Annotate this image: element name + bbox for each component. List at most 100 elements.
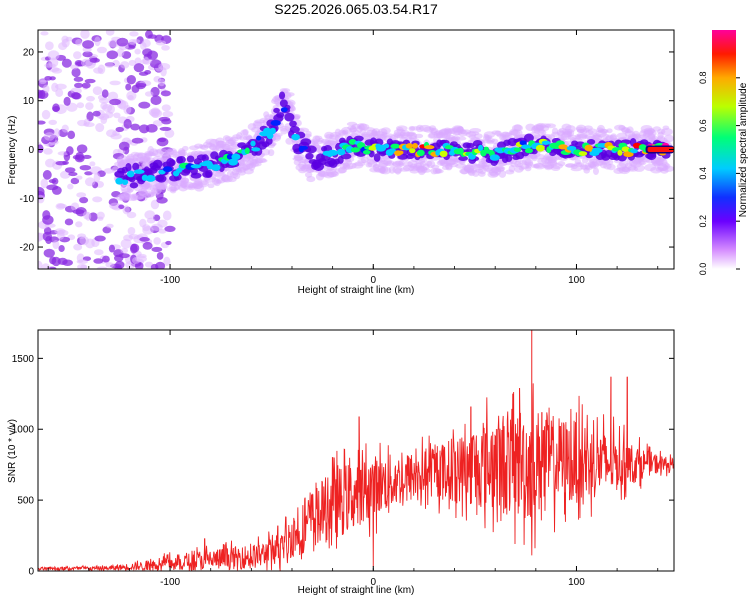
spectrogram-noise-blob: [73, 51, 82, 60]
spectrogram-noise-blob: [162, 111, 174, 118]
spectrogram-ridge: [265, 137, 273, 145]
spectrogram-noise-blob: [89, 161, 96, 167]
spectrogram-noise-blob: [83, 122, 95, 128]
spectrogram-noise-blob: [76, 144, 88, 154]
spectrogram-noise-blob: [76, 259, 88, 265]
spectrogram-noise-blob: [43, 226, 52, 235]
spectrogram-noise-blob: [95, 123, 105, 133]
spectrogram-noise-blob: [133, 63, 145, 73]
colorbar-tick-label: 0.2: [698, 215, 708, 228]
spectrogram-noise-blob: [59, 170, 71, 179]
spectrogram-noise-blob: [40, 178, 49, 189]
spectrogram-core: [158, 169, 166, 175]
spectrogram-core: [266, 132, 274, 140]
colorbar-tick-label: 0.4: [698, 167, 708, 180]
spectrogram-ridge: [273, 107, 280, 114]
spectrogram-core: [409, 148, 416, 154]
spectrogram-noise-blob: [127, 227, 136, 236]
spectrogram-noise-blob: [74, 82, 83, 89]
figure-title: S225.2026.065.03.54.R17: [274, 1, 438, 17]
spectrogram-halo: [587, 128, 598, 135]
y-tick-label: 1500: [12, 354, 35, 365]
spectrogram-core: [478, 144, 484, 152]
spectrogram-noise-blob: [80, 30, 90, 39]
spectrogram-noise-blob: [42, 215, 54, 225]
spectrogram-noise-blob: [56, 229, 65, 240]
spectrogram-halo: [592, 167, 599, 176]
spectrogram-core: [439, 150, 448, 157]
spectrogram-core: [621, 146, 630, 153]
spectrogram-halo: [469, 127, 482, 133]
spectrogram-noise-blob: [75, 221, 83, 228]
spectrogram-noise-blob: [84, 177, 96, 187]
spectrogram-noise-blob: [38, 260, 43, 269]
spectrogram-ridge: [278, 91, 286, 100]
spectrogram-ridge: [177, 155, 186, 164]
spectrogram-noise-blob: [38, 89, 43, 99]
x-tick-label: -100: [160, 275, 180, 286]
spectrogram-core: [617, 149, 623, 156]
x-tick-label: 0: [370, 275, 376, 286]
spectrogram-noise-blob: [101, 89, 109, 98]
spectrogram-core: [291, 133, 300, 141]
spectrogram-noise-blob: [123, 104, 132, 115]
spectrogram-noise-blob: [120, 238, 132, 249]
spectrogram-noise-blob: [126, 90, 137, 101]
spectrogram-noise-blob: [84, 78, 96, 84]
spectrogram-noise-blob: [57, 151, 69, 156]
spectrogram-ridge: [201, 154, 209, 163]
spectrogram-noise-blob: [153, 237, 161, 245]
spectrogram-noise-blob: [157, 219, 168, 228]
spectrogram-noise-blob: [105, 262, 115, 268]
spectrogram-noise-blob: [51, 177, 59, 185]
spectrogram-noise-blob: [48, 57, 59, 68]
spectrogram-ridge: [276, 112, 285, 118]
spectrogram-noise-blob: [145, 123, 158, 133]
spectrogram-noise-blob: [114, 265, 123, 269]
spectrogram-noise-blob: [41, 109, 51, 120]
spectrogram-core: [327, 149, 338, 156]
spectrogram-noise-blob: [52, 239, 60, 250]
spectrogram-noise-blob: [142, 225, 154, 235]
spectrogram-noise-blob: [75, 38, 83, 46]
spectrogram-noise-blob: [114, 254, 124, 262]
spectrogram-halo: [380, 127, 391, 134]
spectrogram-noise-blob: [79, 165, 92, 171]
spectrogram-noise-blob: [157, 137, 167, 143]
spectrogram-noise-blob: [109, 80, 121, 86]
spectrogram-halo: [267, 149, 275, 157]
spectrogram-core: [280, 107, 288, 113]
spectrogram-noise-blob: [135, 255, 147, 263]
spectrogram-noise-blob: [94, 36, 101, 47]
spectrogram-ridge: [458, 155, 468, 161]
spectrogram-ridge: [289, 126, 300, 134]
spectrogram-halo: [150, 191, 159, 196]
spectrogram-noise-blob: [53, 128, 61, 138]
spectrogram-halo: [454, 136, 467, 141]
spectrogram-ridge: [523, 133, 534, 143]
spectrogram-halo: [254, 157, 267, 163]
spectrogram-noise-blob: [96, 266, 108, 269]
spectrogram-halo: [524, 158, 534, 167]
spectrogram-core: [513, 147, 522, 152]
spectrogram-noise-blob: [72, 209, 85, 215]
spectrogram-noise-blob: [108, 244, 116, 253]
spectrogram-noise-blob: [81, 82, 91, 89]
spectrogram-noise-blob: [61, 124, 69, 133]
spectrogram-noise-blob: [70, 177, 80, 185]
snr-ylabel: SNR (10 * v/v): [7, 419, 18, 483]
spectrogram-noise-blob: [38, 144, 44, 154]
spectrogram-ridge: [466, 142, 475, 149]
spectrogram-noise-blob: [130, 123, 141, 131]
y-tick-label: 500: [17, 496, 34, 507]
spectrogram-core: [398, 150, 404, 155]
spectrogram-xlabel: Height of straight line (km): [298, 285, 415, 296]
spectrogram-ridge: [205, 169, 213, 178]
spectrogram-noise-blob: [96, 211, 105, 220]
spectrogram-halo: [632, 134, 641, 139]
spectrogram-noise-blob: [115, 126, 124, 133]
spectrogram-core: [250, 140, 256, 147]
spectrogram-noise-blob: [40, 31, 49, 36]
spectrogram-noise-blob: [135, 83, 147, 88]
